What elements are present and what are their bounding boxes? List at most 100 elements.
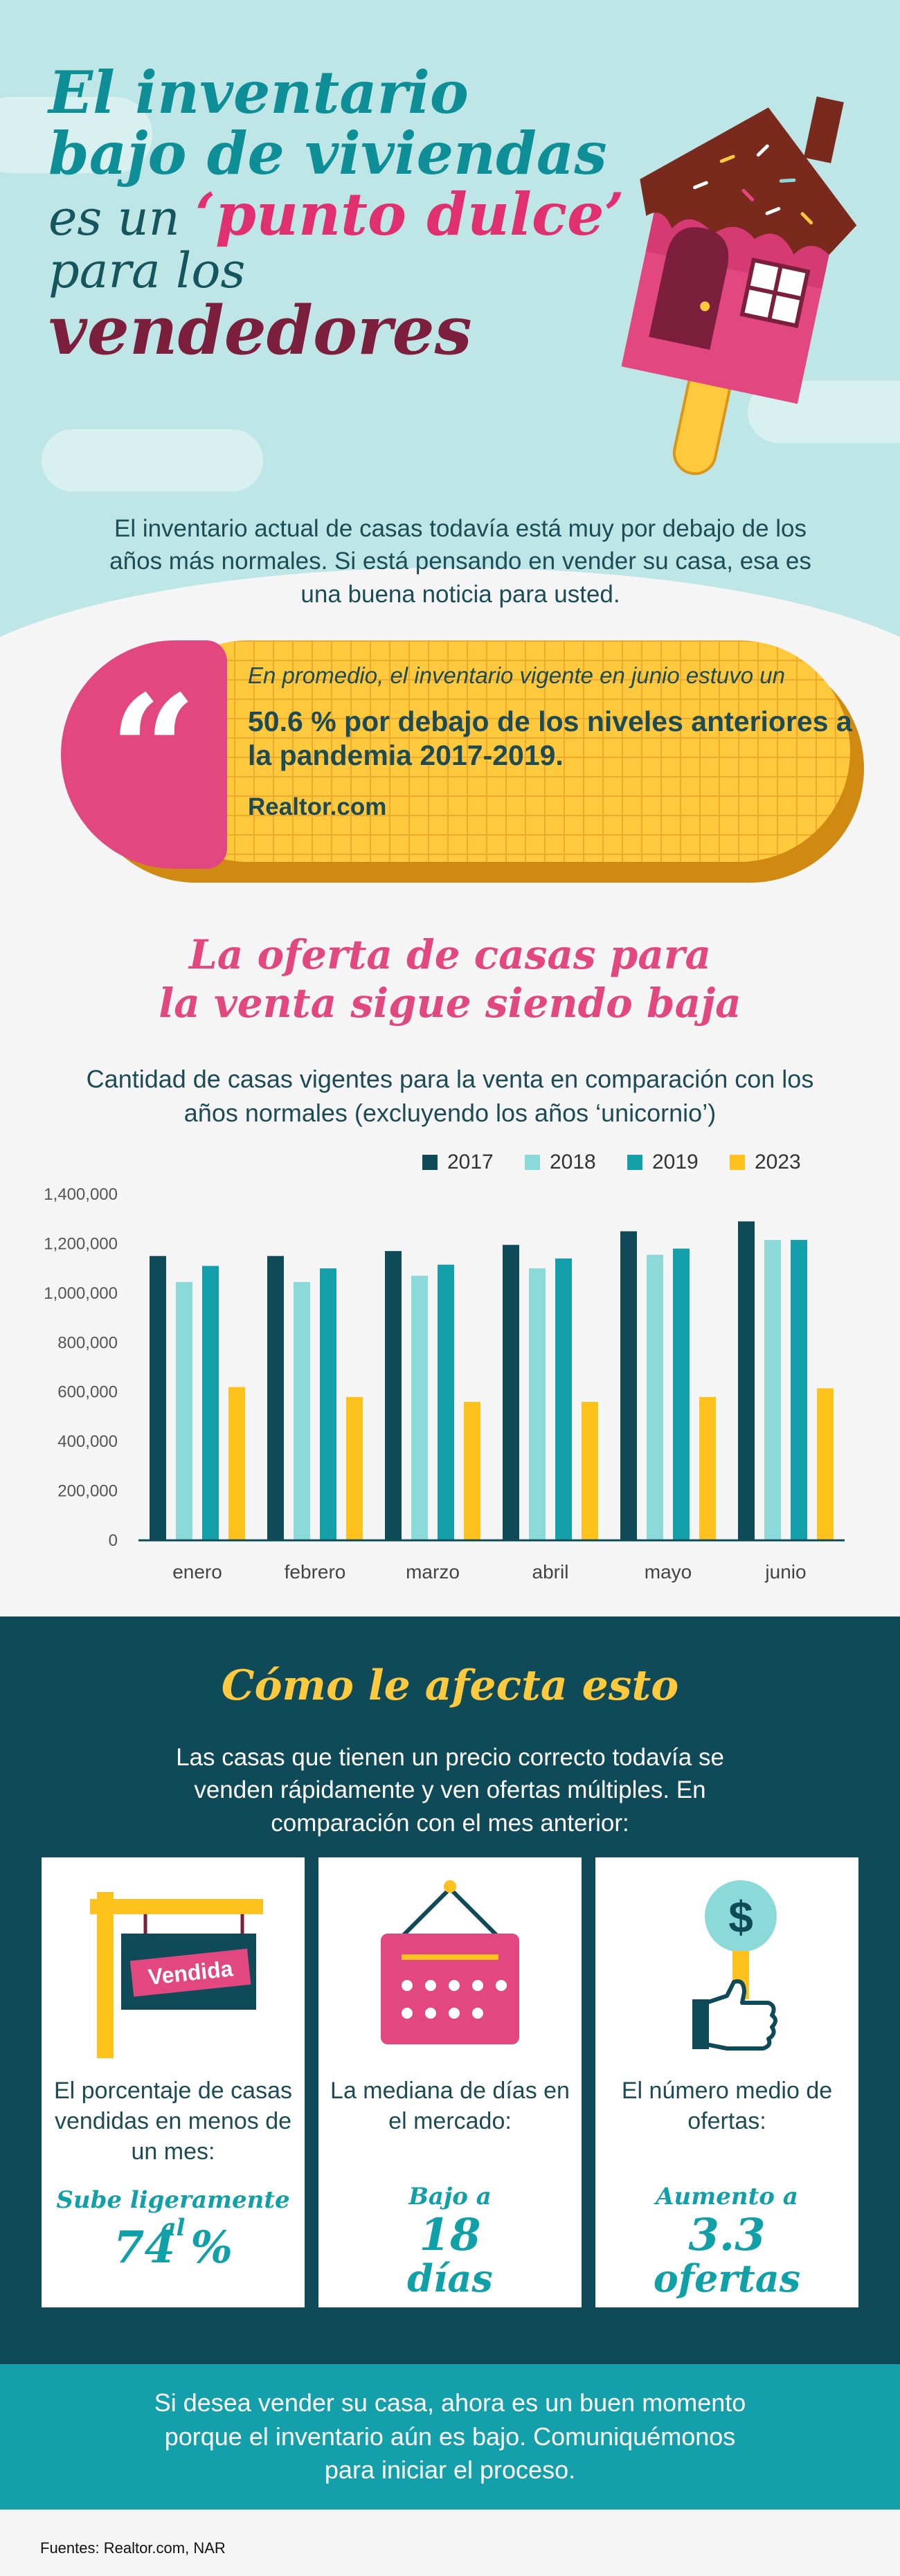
chart-heading: La oferta de casas para la venta sigue s…	[0, 931, 900, 1027]
stat-change-label: Bajo a	[408, 2183, 492, 2210]
legend-swatch	[730, 1155, 745, 1170]
stat-value: 3.3	[688, 2209, 766, 2261]
calendar-icon	[318, 1857, 582, 2065]
bar-2017-junio	[738, 1221, 755, 1540]
inventory-bar-chart: 2017 2018 2019 2023 0 200,000 400,000 600,000 8…	[44, 1151, 845, 1583]
quote-source: Realtor.com	[248, 793, 387, 821]
bar-2023-febrero	[346, 1396, 363, 1540]
chart-subtitle-text: Cantidad de casas vigentes para la venta…	[86, 1065, 814, 1127]
stat-value: 18	[419, 2209, 481, 2261]
x-tick-label: febrero	[285, 1561, 346, 1583]
call-to-action-banner: Si desea vender su casa, ahora es un bue…	[0, 2364, 900, 2510]
legend-label: 2019	[652, 1151, 699, 1173]
bar-2017-mayo	[620, 1231, 637, 1540]
bar-2019-febrero	[320, 1268, 336, 1540]
cta-text: Si desea vender su casa, ahora es un bue…	[0, 2386, 900, 2487]
stat-change-label: Aumento a	[656, 2183, 798, 2210]
quote-waffle-box	[137, 640, 850, 862]
legend-label: 2017	[447, 1151, 494, 1173]
affect-title: Cómo le afecta esto	[221, 1661, 679, 1710]
hero-section: El inventario bajo de viviendas es un ‘p…	[0, 0, 900, 692]
bar-2017-marzo	[385, 1251, 402, 1540]
bar-2017-enero	[150, 1256, 166, 1540]
bar-2023-junio	[817, 1388, 834, 1540]
page-title: El inventario bajo de viviendas es un ‘p…	[48, 58, 624, 370]
y-tick-label: 1,200,000	[44, 1234, 118, 1253]
cloud-decoration	[0, 97, 152, 173]
bar-2023-mayo	[699, 1396, 716, 1540]
x-tick-label: abril	[532, 1561, 569, 1583]
stat-card-average-offers: $ El número medio de ofertas: Aumento a …	[595, 1857, 858, 2307]
dollar-symbol: $	[728, 1892, 753, 1942]
bar-2018-abril	[529, 1268, 546, 1540]
y-tick-label: 600,000	[57, 1383, 118, 1402]
quote-text: En promedio, el inventario vigente en ju…	[248, 661, 857, 821]
quote-callout: “ En promedio, el inventario vigente en …	[61, 640, 864, 890]
legend-label: 2023	[755, 1151, 801, 1173]
legend-swatch	[627, 1155, 642, 1170]
stat-description: La mediana de días en el mercado:	[330, 2078, 570, 2135]
bar-2019-junio	[791, 1240, 807, 1540]
dollar-thumbs-up-icon: $	[595, 1857, 858, 2065]
cloud-decoration	[42, 429, 263, 492]
bar-2018-marzo	[411, 1275, 428, 1540]
stat-value: 74 %	[113, 2222, 233, 2273]
y-tick-label: 800,000	[57, 1333, 118, 1352]
chart-legend: 2017 2018 2019 2023	[422, 1151, 801, 1173]
bar-2018-mayo	[647, 1254, 663, 1540]
sources-footnote: Fuentes: Realtor.com, NAR	[40, 2539, 226, 2557]
x-tick-label: enero	[172, 1561, 222, 1583]
bar-2018-enero	[176, 1281, 192, 1540]
y-tick-label: 1,400,000	[44, 1185, 118, 1204]
title-line: para los	[48, 242, 246, 299]
y-tick-label: 1,000,000	[44, 1284, 118, 1303]
title-line: es un	[48, 190, 196, 247]
title-line: El inventario	[48, 58, 469, 127]
legend-swatch	[422, 1155, 438, 1170]
title-line: vendedores	[48, 291, 472, 370]
bar-2018-febrero	[294, 1281, 310, 1540]
chart-subtitle: Cantidad de casas vigentes para la venta…	[0, 1063, 900, 1130]
how-it-affects-section: Cómo le afecta esto Las casas que tienen…	[0, 1616, 900, 2378]
intro-text: El inventario actual de casas todavía es…	[109, 515, 811, 608]
quote-statistic: 50.6 % por debajo de los niveles anterio…	[248, 705, 852, 772]
x-tick-label: junio	[764, 1561, 806, 1583]
stat-card-sold-percentage: Vendida El porcentaje de casas vendidas …	[42, 1857, 305, 2307]
stat-description: El porcentaje de casas vendidas en menos…	[54, 2078, 292, 2165]
stat-unit: ofertas	[653, 2256, 801, 2300]
chart-heading-line: La oferta de casas para	[188, 931, 712, 978]
quote-intro: En promedio, el inventario vigente en ju…	[248, 663, 785, 688]
bar-2018-junio	[764, 1240, 781, 1540]
bar-2019-marzo	[438, 1264, 454, 1540]
bar-2023-enero	[228, 1387, 245, 1540]
title-highlight: ‘punto dulce’	[195, 180, 624, 249]
bar-2019-abril	[555, 1258, 572, 1540]
x-tick-label: mayo	[645, 1561, 692, 1583]
affect-subtitle-text: Las casas que tienen un precio correcto …	[176, 1744, 724, 1837]
chart-bars	[150, 1221, 834, 1540]
for-sale-sign-icon: Vendida	[42, 1857, 305, 2065]
y-tick-label: 400,000	[57, 1432, 118, 1451]
bar-2017-abril	[503, 1245, 519, 1540]
y-tick-label: 200,000	[57, 1482, 118, 1501]
y-axis: 0 200,000 400,000 600,000 800,000 1,000,000 1,…	[44, 1185, 118, 1550]
quote-mark-icon: “	[109, 661, 197, 840]
bar-2017-febrero	[267, 1256, 284, 1540]
stat-unit: días	[407, 2256, 493, 2300]
stat-change-label: Sube ligeramente al	[56, 2186, 290, 2242]
title-line: bajo de viviendas	[48, 119, 607, 188]
legend-swatch	[525, 1155, 540, 1170]
bar-2023-marzo	[464, 1402, 480, 1540]
stat-description: El número medio de ofertas:	[621, 2078, 833, 2135]
bar-2019-enero	[202, 1266, 219, 1540]
chart-heading-line: la venta sigue siendo baja	[159, 979, 741, 1027]
stat-card-days-on-market: La mediana de días en el mercado: Bajo a…	[318, 1857, 582, 2307]
affect-subtitle: Las casas que tienen un precio correcto …	[0, 1741, 900, 1839]
y-tick-label: 0	[109, 1531, 118, 1550]
popsicle-house-icon	[621, 96, 857, 476]
x-axis: enero febrero marzo abril mayo junio	[138, 1539, 845, 1583]
cta-text-content: Si desea vender su casa, ahora es un bue…	[154, 2388, 746, 2485]
bar-2023-abril	[582, 1402, 598, 1540]
bar-2019-mayo	[673, 1248, 690, 1540]
x-tick-label: marzo	[406, 1561, 460, 1583]
